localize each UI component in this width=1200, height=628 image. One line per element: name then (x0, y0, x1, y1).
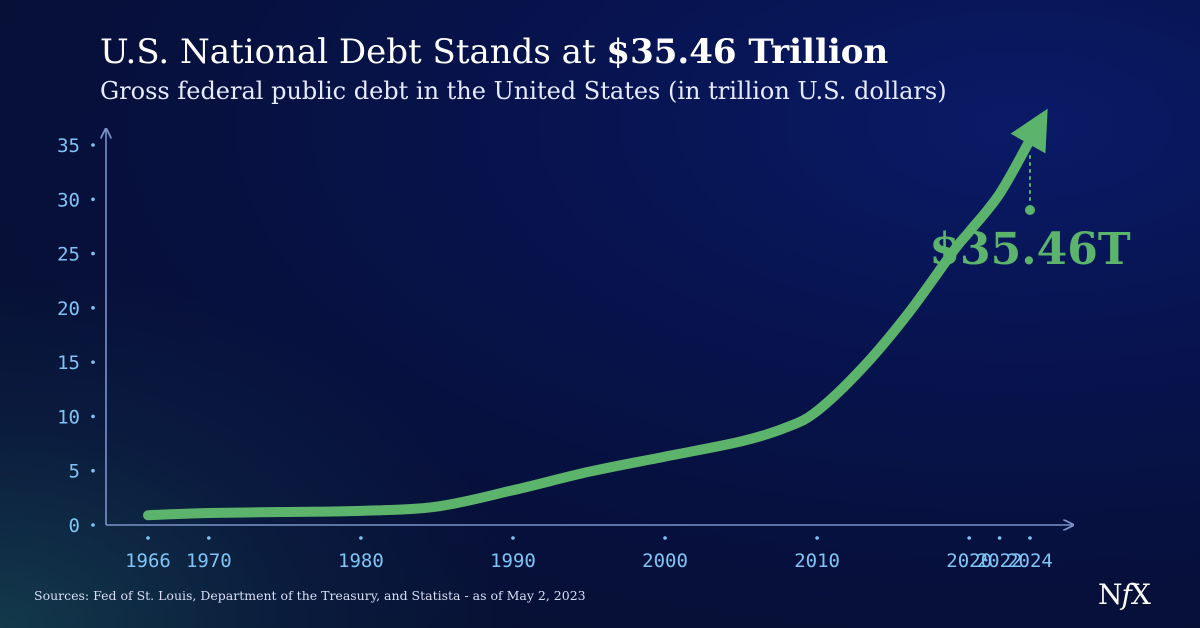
trend-arrowhead (1010, 108, 1048, 154)
y-tick-mark (91, 197, 95, 202)
x-tick-label: 1980 (338, 550, 384, 572)
x-tick-label: 2000 (642, 550, 688, 572)
x-tick-mark (146, 536, 150, 540)
y-tick-mark (91, 523, 95, 527)
y-tick-mark (91, 306, 95, 310)
title-bold: $35.46 Trillion (606, 32, 889, 72)
x-tick-mark (207, 536, 211, 540)
callout-value: $35.46T (929, 224, 1130, 275)
y-tick-label: 15 (57, 352, 80, 374)
x-tick-label: 2022 (977, 550, 1023, 572)
y-tick-mark (91, 468, 95, 473)
x-tick-label: 1990 (490, 550, 536, 572)
x-tick-mark (1028, 536, 1032, 540)
x-tick-mark (815, 536, 819, 540)
logo-letter-f: f (1121, 578, 1132, 611)
y-tick-label: 35 (57, 135, 80, 157)
nfx-logo: NfX (1098, 578, 1151, 611)
callout-dot (1025, 205, 1035, 215)
y-tick-label: 30 (57, 189, 80, 211)
x-tick-label: 1970 (186, 550, 232, 572)
y-tick-label: 25 (57, 244, 80, 266)
logo-letter-x: X (1130, 578, 1151, 611)
x-tick-mark (359, 536, 363, 540)
source-note: Sources: Fed of St. Louis, Department of… (34, 588, 586, 603)
x-tick-mark (967, 536, 971, 540)
title-regular: U.S. National Debt Stands at (100, 32, 607, 72)
y-tick-label: 20 (57, 298, 80, 320)
y-tick-mark (91, 251, 95, 256)
chart-title: U.S. National Debt Stands at $35.46 Tril… (100, 32, 888, 72)
x-tick-label: 2010 (794, 550, 840, 572)
y-tick-mark (91, 143, 95, 147)
y-tick-label: 5 (69, 461, 80, 483)
x-tick-mark (663, 536, 667, 540)
x-tick-mark (511, 536, 515, 540)
x-tick-mark (997, 536, 1002, 540)
logo-letter-n: N (1098, 578, 1122, 611)
y-tick-label: 10 (57, 406, 80, 428)
chart-subtitle: Gross federal public debt in the United … (100, 77, 947, 105)
debt-series-line (143, 135, 1035, 521)
y-tick-mark (91, 414, 95, 419)
x-tick-label: 2024 (1007, 550, 1053, 572)
y-tick-mark (91, 360, 95, 364)
x-tick-label: 2020 (946, 550, 992, 572)
y-tick-label: 0 (69, 515, 80, 537)
x-tick-label: 1966 (125, 550, 171, 572)
